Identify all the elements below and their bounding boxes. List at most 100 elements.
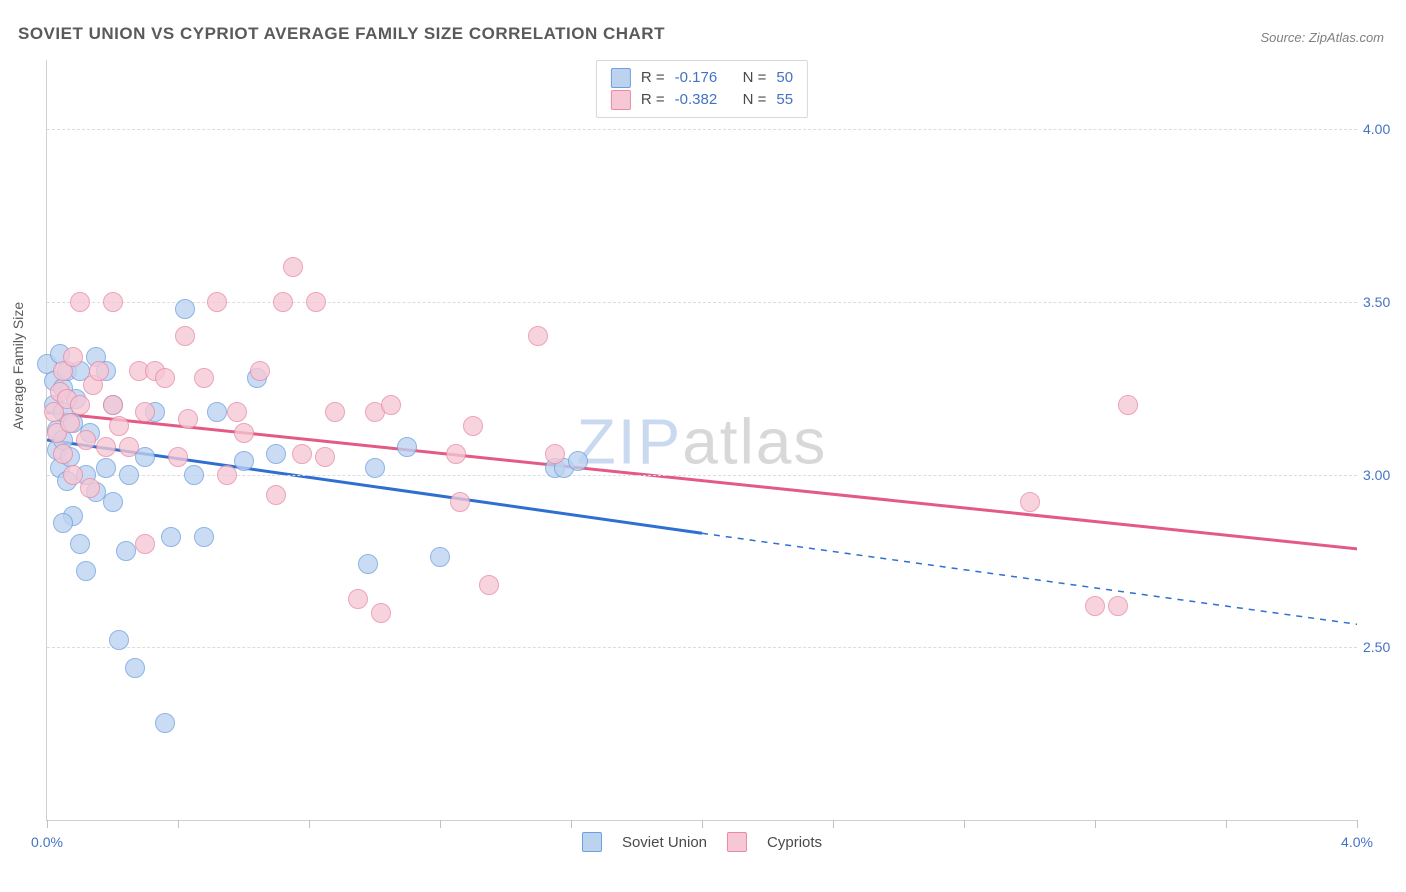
- scatter-point: [283, 257, 303, 277]
- scatter-point: [53, 444, 73, 464]
- x-tick: [702, 820, 703, 828]
- scatter-point: [80, 478, 100, 498]
- scatter-point: [63, 347, 83, 367]
- source-attribution: Source: ZipAtlas.com: [1260, 30, 1384, 45]
- scatter-point: [155, 713, 175, 733]
- scatter-point: [168, 447, 188, 467]
- scatter-point: [76, 561, 96, 581]
- scatter-point: [109, 416, 129, 436]
- x-tick: [1095, 820, 1096, 828]
- x-tick: [1357, 820, 1358, 828]
- scatter-point: [194, 368, 214, 388]
- x-tick: [178, 820, 179, 828]
- scatter-point: [234, 451, 254, 471]
- scatter-point: [358, 554, 378, 574]
- scatter-point: [292, 444, 312, 464]
- scatter-point: [119, 437, 139, 457]
- stat-r-value: -0.382: [675, 89, 733, 111]
- scatter-point: [397, 437, 417, 457]
- stat-n-value: 55: [776, 89, 793, 111]
- scatter-point: [1118, 395, 1138, 415]
- stats-legend-row: R = -0.176 N = 50: [611, 67, 793, 89]
- scatter-point: [60, 413, 80, 433]
- scatter-point: [528, 326, 548, 346]
- legend-swatch: [611, 68, 631, 88]
- scatter-point: [119, 465, 139, 485]
- scatter-point: [89, 361, 109, 381]
- scatter-point: [125, 658, 145, 678]
- scatter-point: [1085, 596, 1105, 616]
- scatter-point: [217, 465, 237, 485]
- legend-label: Cypriots: [767, 834, 822, 851]
- scatter-point: [76, 430, 96, 450]
- scatter-point: [135, 534, 155, 554]
- stat-r-label: R =: [641, 89, 665, 111]
- y-tick-label: 3.50: [1363, 294, 1403, 310]
- scatter-point: [450, 492, 470, 512]
- stat-r-value: -0.176: [675, 67, 733, 89]
- scatter-point: [207, 292, 227, 312]
- scatter-point: [381, 395, 401, 415]
- scatter-point: [103, 492, 123, 512]
- scatter-point: [325, 402, 345, 422]
- scatter-point: [175, 326, 195, 346]
- scatter-point: [430, 547, 450, 567]
- scatter-point: [348, 589, 368, 609]
- scatter-point: [306, 292, 326, 312]
- scatter-point: [103, 292, 123, 312]
- scatter-point: [234, 423, 254, 443]
- x-tick: [571, 820, 572, 828]
- legend-label: Soviet Union: [622, 834, 707, 851]
- scatter-point: [178, 409, 198, 429]
- stat-n-label: N =: [743, 67, 767, 89]
- scatter-point: [1020, 492, 1040, 512]
- x-tick: [964, 820, 965, 828]
- scatter-point: [53, 513, 73, 533]
- scatter-point: [273, 292, 293, 312]
- x-tick: [309, 820, 310, 828]
- y-tick-label: 4.00: [1363, 121, 1403, 137]
- scatter-point: [315, 447, 335, 467]
- scatter-point: [155, 368, 175, 388]
- gridline: [47, 475, 1357, 476]
- scatter-point: [161, 527, 181, 547]
- scatter-point: [109, 630, 129, 650]
- stat-r-label: R =: [641, 67, 665, 89]
- scatter-point: [266, 485, 286, 505]
- y-tick-label: 3.00: [1363, 467, 1403, 483]
- scatter-point: [463, 416, 483, 436]
- scatter-point: [184, 465, 204, 485]
- scatter-point: [545, 444, 565, 464]
- plot-area: ZIPatlas R =-0.176N =50R =-0.382N =55 So…: [46, 60, 1357, 821]
- scatter-point: [446, 444, 466, 464]
- stat-n-value: 50: [776, 67, 793, 89]
- scatter-point: [227, 402, 247, 422]
- series-legend: Soviet Union Cypriots: [582, 832, 822, 852]
- x-tick: [47, 820, 48, 828]
- scatter-point: [479, 575, 499, 595]
- legend-swatch: [611, 90, 631, 110]
- scatter-point: [371, 603, 391, 623]
- x-tick-label: 0.0%: [31, 834, 63, 850]
- gridline: [47, 302, 1357, 303]
- scatter-point: [135, 402, 155, 422]
- scatter-point: [70, 534, 90, 554]
- x-tick-label: 4.0%: [1341, 834, 1373, 850]
- y-axis-label: Average Family Size: [10, 302, 26, 430]
- scatter-point: [365, 458, 385, 478]
- stats-legend-row: R = -0.382 N = 55: [611, 89, 793, 111]
- x-tick: [833, 820, 834, 828]
- scatter-point: [194, 527, 214, 547]
- scatter-point: [96, 437, 116, 457]
- stat-n-label: N =: [743, 89, 767, 111]
- y-tick-label: 2.50: [1363, 639, 1403, 655]
- scatter-point: [568, 451, 588, 471]
- x-tick: [440, 820, 441, 828]
- scatter-point: [1108, 596, 1128, 616]
- x-tick: [1226, 820, 1227, 828]
- scatter-point: [175, 299, 195, 319]
- scatter-point: [116, 541, 136, 561]
- scatter-point: [96, 458, 116, 478]
- legend-swatch: [727, 832, 747, 852]
- scatter-point: [266, 444, 286, 464]
